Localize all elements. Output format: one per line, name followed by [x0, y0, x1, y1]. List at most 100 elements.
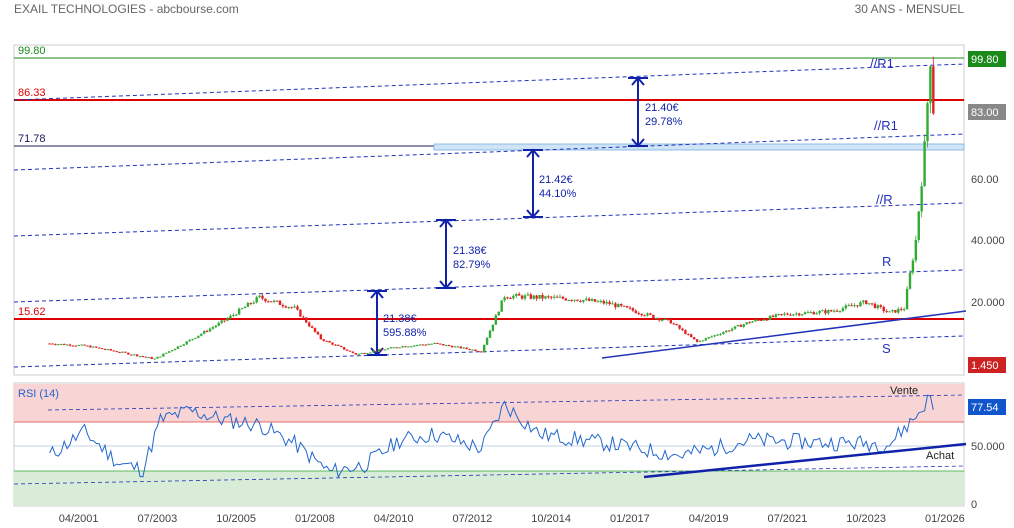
- candle: [383, 349, 387, 351]
- candle: [707, 336, 710, 340]
- candle: [739, 323, 743, 327]
- x-tick-label: 01/2008: [295, 513, 335, 525]
- candle: [541, 292, 544, 302]
- candle: [520, 294, 524, 300]
- candle: [421, 344, 425, 346]
- candle: [587, 297, 591, 302]
- candle: [138, 356, 142, 358]
- candle: [468, 348, 471, 351]
- candle: [127, 352, 130, 355]
- candle: [316, 331, 320, 335]
- svg-text:83.00: 83.00: [971, 107, 999, 119]
- support-trendline: [601, 310, 967, 359]
- candle: [252, 300, 255, 305]
- candle: [768, 314, 772, 321]
- candle: [655, 317, 658, 320]
- channel-line-s: [13, 335, 965, 368]
- candle: [412, 345, 416, 347]
- candle: [217, 321, 220, 327]
- candle: [576, 299, 579, 302]
- candle: [427, 343, 430, 346]
- measure-4-percent: 29.78%: [645, 116, 683, 128]
- candle: [593, 299, 597, 303]
- candle: [544, 295, 547, 300]
- candle: [920, 181, 923, 218]
- candle: [757, 318, 760, 321]
- candle: [614, 301, 617, 310]
- candle: [789, 312, 792, 316]
- candle: [296, 304, 299, 311]
- candle: [774, 313, 778, 319]
- x-tick-label: 07/2021: [768, 513, 808, 525]
- candle: [628, 305, 632, 310]
- candle: [165, 352, 168, 354]
- measure-3-percent: 44.10%: [539, 188, 577, 200]
- candle: [742, 323, 745, 329]
- candle: [649, 312, 652, 316]
- candle: [847, 303, 850, 307]
- candle: [188, 339, 191, 342]
- channel-line-r: [13, 202, 965, 237]
- candle: [672, 322, 675, 325]
- candle: [760, 319, 763, 322]
- x-tick-label: 01/2026: [925, 513, 965, 525]
- candle: [713, 334, 716, 338]
- candle: [911, 257, 915, 275]
- svg-text:77.54: 77.54: [971, 402, 999, 414]
- candle: [278, 299, 282, 306]
- candle: [97, 347, 101, 349]
- candle: [751, 320, 754, 323]
- candle: [497, 311, 500, 316]
- candle: [538, 295, 541, 300]
- candle: [722, 331, 725, 335]
- candle: [351, 351, 355, 354]
- candle: [827, 309, 830, 315]
- candle: [345, 349, 349, 352]
- candle: [54, 343, 57, 346]
- candle: [830, 309, 833, 312]
- candle: [870, 303, 874, 306]
- candle: [95, 346, 98, 349]
- candle: [202, 330, 206, 335]
- level-label-99-80: 99.80: [18, 45, 46, 57]
- candle: [65, 344, 69, 346]
- candle: [57, 343, 60, 346]
- candle: [902, 307, 906, 312]
- candle: [558, 294, 562, 298]
- candle: [631, 307, 635, 313]
- candle: [780, 313, 783, 316]
- candle: [159, 356, 162, 358]
- candle: [89, 345, 92, 348]
- candle: [302, 315, 305, 320]
- candle: [786, 312, 789, 316]
- candle: [692, 337, 696, 340]
- candle: [891, 309, 894, 313]
- candle: [100, 347, 104, 350]
- channel-label-r1-top: //R1: [870, 56, 894, 71]
- candle: [377, 348, 381, 352]
- candle: [436, 342, 439, 344]
- candle: [838, 310, 842, 314]
- candle: [765, 319, 769, 321]
- chart-period: 30 ANS - MENSUEL: [854, 2, 964, 16]
- candle: [485, 337, 489, 346]
- candle: [675, 323, 678, 326]
- candle: [532, 294, 535, 300]
- candle: [447, 344, 451, 347]
- candle: [800, 313, 804, 317]
- candle: [620, 303, 623, 308]
- candle: [229, 314, 232, 320]
- candle: [701, 340, 705, 342]
- rsi-label: RSI (14): [18, 388, 59, 400]
- candle: [523, 293, 527, 301]
- candle: [392, 346, 395, 349]
- candle: [792, 313, 795, 317]
- candle: [471, 349, 474, 351]
- candle: [249, 302, 253, 306]
- candle: [162, 353, 165, 357]
- candle: [727, 329, 731, 332]
- candle: [873, 302, 877, 309]
- candle: [550, 295, 553, 300]
- x-axis: 04/2001 07/2003 10/2005 01/2008 04/2010 07/20…: [59, 513, 965, 525]
- candle: [211, 325, 215, 330]
